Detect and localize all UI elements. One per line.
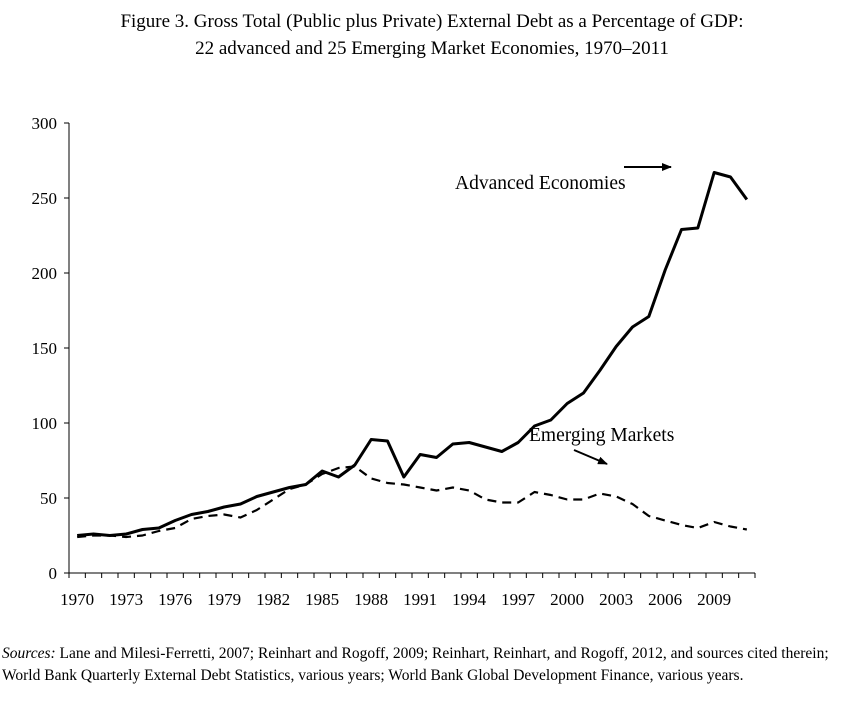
x-tick-label: 1991 — [403, 590, 437, 609]
sources-note: Sources: Lane and Milesi-Ferretti, 2007;… — [2, 643, 860, 687]
x-tick-label: 2009 — [697, 590, 731, 609]
x-tick-label: 1997 — [501, 590, 536, 609]
sources-label: Sources: — [2, 645, 56, 662]
x-tick-label: 2003 — [599, 590, 633, 609]
emerging-markets-label: Emerging Markets — [529, 425, 674, 446]
x-tick-label: 1988 — [354, 590, 388, 609]
chart-title-line-2: 22 advanced and 25 Emerging Market Econo… — [195, 38, 669, 59]
emerging-markets-arrow — [573, 449, 608, 465]
y-tick-label: 250 — [32, 189, 58, 208]
y-tick-label: 0 — [49, 564, 58, 583]
y-tick-label: 50 — [40, 489, 57, 508]
x-tick-label: 1973 — [109, 590, 143, 609]
x-tick-label: 2000 — [550, 590, 584, 609]
emerging-markets-line — [77, 465, 748, 539]
axes: 0 50 100 150 200 250 300 1970 1973 1976 1979 1982 19… — [32, 114, 756, 609]
y-tick-label: 300 — [32, 114, 58, 133]
sources-text: Lane and Milesi-Ferretti, 2007; Reinhart… — [2, 645, 829, 684]
x-tick-label: 2006 — [648, 590, 682, 609]
y-tick-label: 200 — [32, 264, 58, 283]
x-tick-label: 1982 — [256, 590, 290, 609]
y-tick-label: 100 — [32, 414, 58, 433]
x-tick-label: 1985 — [305, 590, 339, 609]
y-tick-label: 150 — [32, 339, 58, 358]
series-lines — [77, 171, 749, 539]
annotations: Advanced Economies Emerging Markets — [455, 163, 674, 465]
x-tick-label: 1976 — [158, 590, 192, 609]
x-tick-label: 1970 — [60, 590, 94, 609]
line-chart: 0 50 100 150 200 250 300 1970 1973 1976 1979 1982 19… — [32, 114, 756, 609]
x-tick-label: 1979 — [207, 590, 241, 609]
advanced-economies-label: Advanced Economies — [455, 173, 626, 194]
x-tick-label: 1994 — [452, 590, 487, 609]
chart-title-line-1: Figure 3. Gross Total (Public plus Priva… — [120, 11, 744, 32]
chart-title: Figure 3. Gross Total (Public plus Priva… — [0, 8, 864, 62]
advanced-economies-line — [77, 171, 749, 537]
